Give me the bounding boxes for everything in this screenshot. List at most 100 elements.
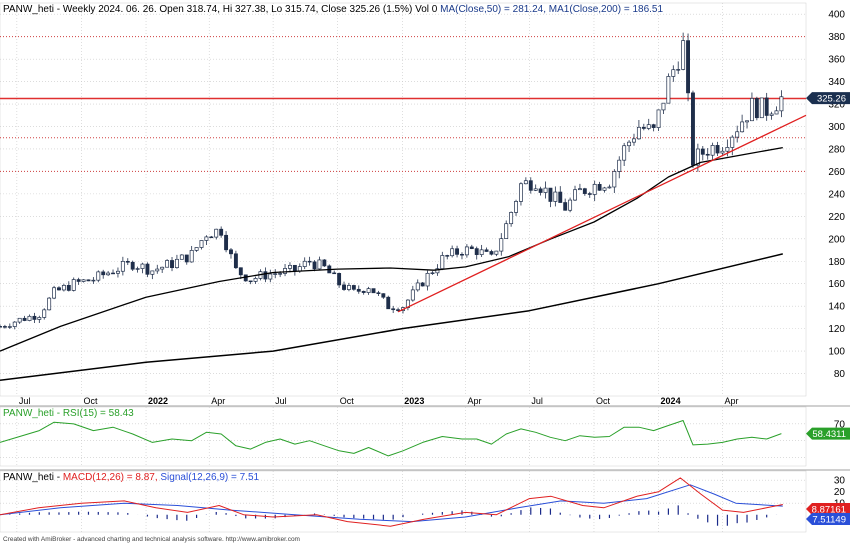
candle-body <box>523 180 528 185</box>
y-tick-label: 300 <box>828 122 845 133</box>
candle-body <box>715 145 720 154</box>
candle-body <box>42 309 47 318</box>
candle-body <box>292 264 297 272</box>
x-tick-label: Apr <box>211 396 225 406</box>
rsi-value-tag-text: 58.4311 <box>812 429 846 440</box>
candle-body <box>676 69 681 71</box>
candle-body <box>27 315 32 321</box>
candle-body <box>450 248 455 257</box>
rsi-line <box>0 420 782 457</box>
x-tick-label: 2022 <box>148 396 168 406</box>
candle-body <box>248 280 253 283</box>
candle-body <box>150 270 155 275</box>
y-tick-label: 280 <box>828 144 845 155</box>
macd-value-tag-bg <box>806 503 850 515</box>
ma50-legend: MA(Close,50) = 281.24, <box>440 4 549 15</box>
candle-body <box>184 254 189 263</box>
candles <box>0 32 784 330</box>
candle-body <box>204 236 209 241</box>
candle-body <box>396 309 401 311</box>
candle-body <box>219 228 224 236</box>
candle-body <box>2 326 7 328</box>
candle-body <box>66 284 71 291</box>
candle-body <box>61 284 66 291</box>
candle-body <box>307 260 312 263</box>
candle-body <box>592 184 597 195</box>
candle-body <box>297 266 302 272</box>
candle-body <box>528 180 533 191</box>
candle-body <box>420 282 425 287</box>
candle-body <box>155 268 160 272</box>
candle-body <box>351 285 356 290</box>
candle-body <box>165 260 170 268</box>
macd-value-tag: 8.87161 <box>806 503 850 516</box>
price-levels <box>0 36 806 172</box>
price-value-tag-text: 325.26 <box>817 94 846 105</box>
axis-labels: Jul Oct 2022 Apr Jul Oct 2023 Apr Jul Oct 2024 Apr 8… <box>19 10 846 510</box>
candle-body <box>445 255 450 257</box>
candle-body <box>7 326 12 328</box>
candle-body <box>745 120 749 123</box>
candle-body <box>568 199 573 211</box>
rsi-tick-label: 70 <box>834 419 846 430</box>
candle-body <box>189 250 194 263</box>
price-grid <box>0 3 806 396</box>
candle-body <box>607 186 612 189</box>
candle-body <box>415 282 420 291</box>
candle-body <box>170 260 174 268</box>
rsi-lines <box>0 420 782 457</box>
candle-body <box>474 248 479 255</box>
candle-body <box>125 260 130 263</box>
candle-body <box>484 249 489 252</box>
macd-line <box>0 477 783 527</box>
candle-body <box>504 223 509 239</box>
candle-body <box>479 249 484 255</box>
candle-body <box>410 289 415 301</box>
candle-body <box>612 171 617 188</box>
macd-grid <box>0 471 806 532</box>
candle-body <box>263 271 268 280</box>
macd-tick-label: 20 <box>834 487 846 498</box>
candle-body <box>288 264 292 269</box>
candle-body <box>681 40 686 70</box>
y-tick-label: 140 <box>828 302 845 313</box>
candle-body <box>386 296 391 310</box>
x-tick-label: Jul <box>19 396 31 406</box>
macd-tick-label: 30 <box>834 476 846 487</box>
candle-body <box>695 148 700 166</box>
price-value-tag-bg <box>806 92 850 105</box>
candle-body <box>346 285 351 290</box>
rsi-panel <box>0 406 807 467</box>
candle-body <box>278 273 283 275</box>
candle-body <box>57 287 61 291</box>
footer-credit: Created with AmiBroker - advanced charti… <box>3 536 300 543</box>
candle-body <box>376 292 381 294</box>
candle-body <box>730 136 735 148</box>
candle-body <box>135 268 140 270</box>
rsi-value-tag: 58.4311 <box>806 427 850 440</box>
x-tick-label: 2024 <box>661 396 681 406</box>
candle-body <box>759 97 764 119</box>
x-tick-label: Oct <box>596 396 611 406</box>
candle-body <box>440 255 445 270</box>
candle-body <box>651 124 656 128</box>
candle-body <box>543 187 548 193</box>
candle-body <box>194 247 199 251</box>
x-tick-label: Apr <box>467 396 481 406</box>
candle-body <box>627 141 632 147</box>
candle-body <box>700 148 705 155</box>
candle-body <box>573 189 577 201</box>
candle-body <box>460 254 464 256</box>
ma200-line <box>0 253 783 382</box>
candle-body <box>602 187 607 191</box>
candle-body <box>622 145 627 161</box>
candle-body <box>455 248 460 255</box>
candle-body <box>111 272 115 275</box>
candle-body <box>656 109 661 128</box>
candle-body <box>735 131 740 138</box>
candle-body <box>720 150 725 154</box>
candle-body <box>577 188 582 191</box>
candle-body <box>174 258 179 268</box>
